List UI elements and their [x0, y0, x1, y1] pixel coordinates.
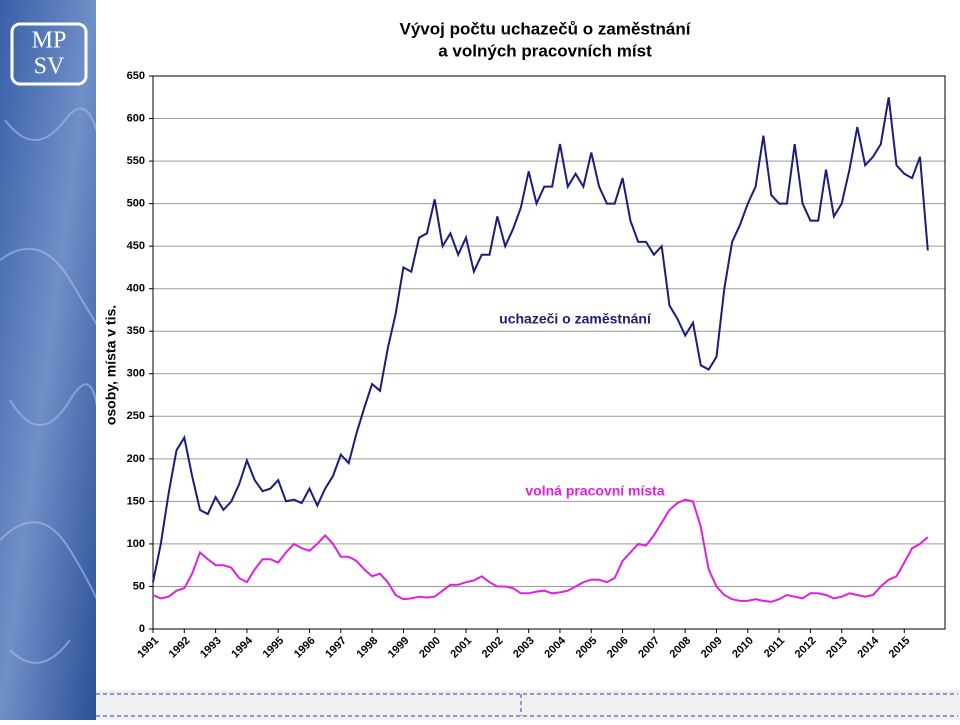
y-tick-label: 300 — [127, 368, 145, 380]
y-axis-label: osoby, místa v tis. — [103, 305, 119, 425]
y-tick-label: 600 — [127, 112, 145, 124]
chart-area — [96, 0, 960, 690]
chart-title: Vývoj počtu uchazečů o zaměstnání — [400, 19, 692, 38]
y-tick-label: 0 — [139, 623, 145, 635]
y-tick-label: 150 — [127, 495, 145, 507]
series-label: volná pracovní místa — [525, 483, 664, 499]
logo-text: SV — [34, 54, 65, 80]
sidebar — [0, 0, 96, 720]
y-tick-label: 500 — [127, 198, 145, 210]
series-line — [152, 97, 929, 583]
y-tick-label: 450 — [127, 240, 145, 252]
status-strip — [96, 690, 960, 720]
sidebar-pattern — [0, 107, 106, 664]
series-label: uchazeči o zaměstnání — [499, 311, 652, 327]
y-tick-label: 400 — [127, 283, 145, 295]
plot-frame — [152, 75, 946, 630]
y-tick-label: 550 — [127, 155, 145, 167]
y-tick-label: 350 — [127, 325, 145, 337]
logo-text: MP — [32, 28, 67, 54]
chart-title: a volných pracovních míst — [438, 41, 652, 60]
series-line — [152, 498, 929, 603]
selection-lines — [96, 693, 958, 717]
y-tick-label: 650 — [127, 70, 145, 82]
logo-frame — [10, 22, 88, 86]
y-tick-label: 100 — [127, 538, 145, 550]
y-tick-label: 250 — [127, 410, 145, 422]
y-tick-label: 200 — [127, 453, 145, 465]
y-tick-label: 50 — [133, 580, 145, 592]
